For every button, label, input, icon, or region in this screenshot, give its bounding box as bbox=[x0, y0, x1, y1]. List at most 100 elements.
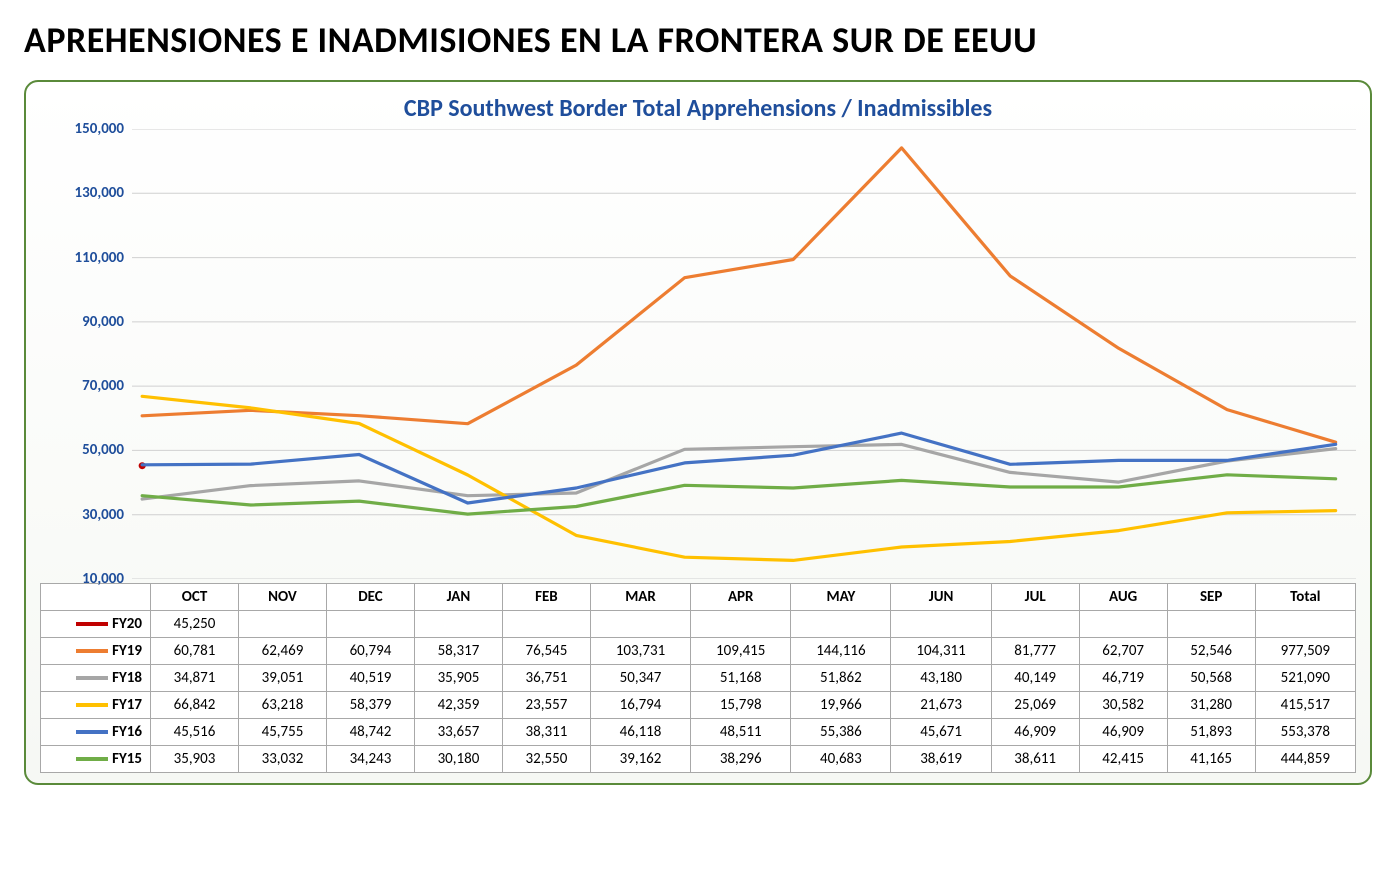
legend-label: FY20 bbox=[112, 615, 142, 633]
table-header-month: JAN bbox=[414, 584, 502, 611]
table-cell: 109,415 bbox=[691, 638, 791, 665]
chart-panel: CBP Southwest Border Total Apprehensions… bbox=[24, 80, 1372, 785]
y-tick-label: 50,000 bbox=[82, 441, 124, 459]
table-cell: 38,311 bbox=[502, 719, 590, 746]
chart-title: CBP Southwest Border Total Apprehensions… bbox=[40, 94, 1356, 123]
legend-swatch bbox=[76, 757, 108, 761]
series-line bbox=[142, 444, 1335, 499]
table-row: FY1960,78162,46960,79458,31776,545103,73… bbox=[41, 638, 1356, 665]
legend-cell: FY17 bbox=[41, 692, 151, 719]
table-header-month: JUL bbox=[991, 584, 1079, 611]
table-header-month: OCT bbox=[151, 584, 239, 611]
table-cell: 46,909 bbox=[991, 719, 1079, 746]
table-cell bbox=[991, 611, 1079, 638]
table-header-total: Total bbox=[1255, 584, 1355, 611]
table-cell: 45,671 bbox=[891, 719, 991, 746]
legend-cell: FY18 bbox=[41, 665, 151, 692]
series-line bbox=[142, 433, 1335, 503]
table-cell bbox=[238, 611, 326, 638]
table-cell: 81,777 bbox=[991, 638, 1079, 665]
table-cell: 51,893 bbox=[1167, 719, 1255, 746]
legend-label: FY18 bbox=[112, 669, 142, 687]
table-header-month: SEP bbox=[1167, 584, 1255, 611]
table-cell: 31,280 bbox=[1167, 692, 1255, 719]
table-header-month: FEB bbox=[502, 584, 590, 611]
table-cell: 51,862 bbox=[791, 665, 891, 692]
table-cell: 415,517 bbox=[1255, 692, 1355, 719]
legend-label: FY17 bbox=[112, 696, 142, 714]
table-cell: 58,317 bbox=[414, 638, 502, 665]
table-cell: 66,842 bbox=[151, 692, 239, 719]
table-cell: 45,250 bbox=[151, 611, 239, 638]
table-cell bbox=[326, 611, 414, 638]
table-cell: 15,798 bbox=[691, 692, 791, 719]
legend-swatch bbox=[76, 703, 108, 707]
table-cell: 33,032 bbox=[238, 746, 326, 773]
table-cell: 46,719 bbox=[1079, 665, 1167, 692]
y-tick-label: 30,000 bbox=[82, 506, 124, 524]
table-row: FY1535,90333,03234,24330,18032,55039,162… bbox=[41, 746, 1356, 773]
table-cell: 45,755 bbox=[238, 719, 326, 746]
table-cell: 62,707 bbox=[1079, 638, 1167, 665]
table-cell: 48,511 bbox=[691, 719, 791, 746]
table-header-month: APR bbox=[691, 584, 791, 611]
table-cell: 45,516 bbox=[151, 719, 239, 746]
table-row: FY1834,87139,05140,51935,90536,75150,347… bbox=[41, 665, 1356, 692]
legend-cell: FY16 bbox=[41, 719, 151, 746]
table-cell: 46,118 bbox=[590, 719, 690, 746]
table-cell: 40,519 bbox=[326, 665, 414, 692]
table-cell: 23,557 bbox=[502, 692, 590, 719]
gridlines bbox=[132, 129, 1356, 579]
data-table-wrap: OCTNOVDECJANFEBMARAPRMAYJUNJULAUGSEPTota… bbox=[40, 583, 1356, 773]
y-tick-label: 90,000 bbox=[82, 313, 124, 331]
table-cell: 38,619 bbox=[891, 746, 991, 773]
table-cell: 38,296 bbox=[691, 746, 791, 773]
legend-label: FY15 bbox=[112, 750, 142, 768]
page-title: APREHENSIONES E INADMISIONES EN LA FRONT… bbox=[24, 18, 1374, 62]
table-cell: 16,794 bbox=[590, 692, 690, 719]
series-lines bbox=[139, 148, 1336, 561]
table-cell bbox=[1079, 611, 1167, 638]
table-cell: 444,859 bbox=[1255, 746, 1355, 773]
table-cell bbox=[1255, 611, 1355, 638]
table-cell: 30,582 bbox=[1079, 692, 1167, 719]
table-cell: 43,180 bbox=[891, 665, 991, 692]
table-header-month: JUN bbox=[891, 584, 991, 611]
plot-area: 10,00030,00050,00070,00090,000110,000130… bbox=[40, 129, 1356, 579]
legend-cell: FY19 bbox=[41, 638, 151, 665]
table-cell bbox=[414, 611, 502, 638]
table-cell bbox=[502, 611, 590, 638]
table-row: FY1645,51645,75548,74233,65738,31146,118… bbox=[41, 719, 1356, 746]
table-header-month: AUG bbox=[1079, 584, 1167, 611]
legend-label: FY19 bbox=[112, 642, 142, 660]
table-cell: 76,545 bbox=[502, 638, 590, 665]
table-cell bbox=[1167, 611, 1255, 638]
table-cell: 553,378 bbox=[1255, 719, 1355, 746]
table-cell: 32,550 bbox=[502, 746, 590, 773]
y-tick-label: 130,000 bbox=[75, 184, 124, 202]
table-cell: 50,568 bbox=[1167, 665, 1255, 692]
table-cell: 34,871 bbox=[151, 665, 239, 692]
table-cell: 52,546 bbox=[1167, 638, 1255, 665]
table-cell: 521,090 bbox=[1255, 665, 1355, 692]
table-cell: 39,162 bbox=[590, 746, 690, 773]
table-header-month: NOV bbox=[238, 584, 326, 611]
series-line bbox=[142, 148, 1335, 442]
table-cell: 104,311 bbox=[891, 638, 991, 665]
table-cell: 977,509 bbox=[1255, 638, 1355, 665]
table-row: FY1766,84263,21858,37942,35923,55716,794… bbox=[41, 692, 1356, 719]
line-plot bbox=[132, 129, 1356, 579]
table-header-month: DEC bbox=[326, 584, 414, 611]
table-header-row: OCTNOVDECJANFEBMARAPRMAYJUNJULAUGSEPTota… bbox=[41, 584, 1356, 611]
table-cell: 58,379 bbox=[326, 692, 414, 719]
table-cell: 46,909 bbox=[1079, 719, 1167, 746]
table-cell: 63,218 bbox=[238, 692, 326, 719]
table-cell: 30,180 bbox=[414, 746, 502, 773]
table-cell: 62,469 bbox=[238, 638, 326, 665]
legend-cell: FY20 bbox=[41, 611, 151, 638]
legend-swatch bbox=[76, 649, 108, 653]
y-tick-label: 70,000 bbox=[82, 377, 124, 395]
table-cell: 38,611 bbox=[991, 746, 1079, 773]
table-header-month: MAY bbox=[791, 584, 891, 611]
table-cell: 19,966 bbox=[791, 692, 891, 719]
